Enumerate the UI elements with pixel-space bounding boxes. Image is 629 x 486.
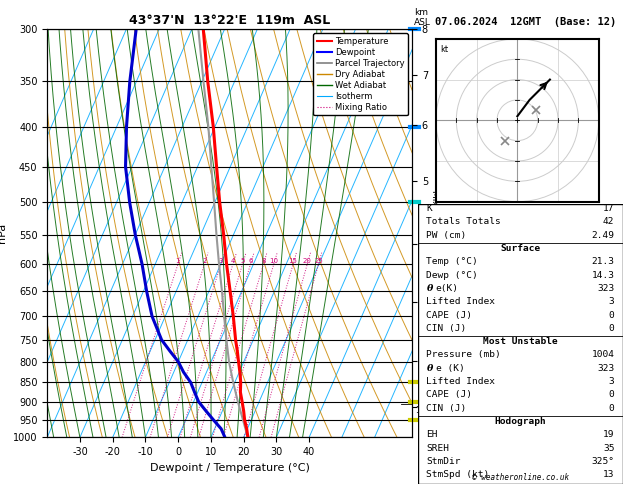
Text: 15: 15 [289,258,298,264]
Text: Temp (°C): Temp (°C) [426,258,478,266]
Text: 8: 8 [261,258,265,264]
Text: EH: EH [426,430,438,439]
Text: 1004: 1004 [591,350,615,360]
Text: 25: 25 [314,258,323,264]
Text: 10: 10 [269,258,278,264]
Text: 21.3: 21.3 [591,258,615,266]
Text: 0: 0 [609,390,615,399]
Text: StmSpd (kt): StmSpd (kt) [426,470,490,479]
FancyBboxPatch shape [418,204,623,484]
Text: CIN (J): CIN (J) [426,324,467,333]
Text: 3: 3 [609,377,615,386]
Text: 0: 0 [609,404,615,413]
Text: Hodograph: Hodograph [494,417,547,426]
Text: 6: 6 [248,258,253,264]
Legend: Temperature, Dewpoint, Parcel Trajectory, Dry Adiabat, Wet Adiabat, Isotherm, Mi: Temperature, Dewpoint, Parcel Trajectory… [313,34,408,116]
Text: 5: 5 [240,258,245,264]
Text: 2: 2 [203,258,206,264]
Text: km
ASL: km ASL [414,8,431,27]
Text: SREH: SREH [426,444,450,452]
Text: 3: 3 [609,297,615,306]
Text: 17: 17 [603,204,615,213]
Text: 14.3: 14.3 [591,271,615,279]
Text: 0: 0 [609,311,615,320]
X-axis label: Dewpoint / Temperature (°C): Dewpoint / Temperature (°C) [150,463,309,473]
Text: K: K [426,204,432,213]
Text: Totals Totals: Totals Totals [426,217,501,226]
Text: θ: θ [426,284,433,293]
Text: θ: θ [426,364,433,373]
Text: 1LCL: 1LCL [416,406,434,415]
Text: 19: 19 [603,430,615,439]
Text: Most Unstable: Most Unstable [483,337,558,346]
Text: 42: 42 [603,217,615,226]
Text: CAPE (J): CAPE (J) [426,390,472,399]
Text: 323: 323 [598,364,615,373]
Text: e(K): e(K) [436,284,459,293]
Text: Pressure (mb): Pressure (mb) [426,350,501,360]
Text: Lifted Index: Lifted Index [426,377,496,386]
Text: 20: 20 [303,258,312,264]
Title: 43°37'N  13°22'E  119m  ASL: 43°37'N 13°22'E 119m ASL [129,14,330,27]
Text: 3: 3 [219,258,223,264]
Text: 35: 35 [603,444,615,452]
Text: 0: 0 [609,324,615,333]
Text: e (K): e (K) [436,364,464,373]
Text: Lifted Index: Lifted Index [426,297,496,306]
Text: StmDir: StmDir [426,457,461,466]
Text: 2.49: 2.49 [591,231,615,240]
Text: PW (cm): PW (cm) [426,231,467,240]
Text: Dewp (°C): Dewp (°C) [426,271,478,279]
Text: © weatheronline.co.uk: © weatheronline.co.uk [472,473,569,482]
Text: 1: 1 [175,258,180,264]
Text: Surface: Surface [501,244,540,253]
Text: 4: 4 [231,258,235,264]
Text: 07.06.2024  12GMT  (Base: 12): 07.06.2024 12GMT (Base: 12) [435,17,616,27]
Y-axis label: Mixing Ratio (g/kg): Mixing Ratio (g/kg) [430,191,439,276]
Y-axis label: hPa: hPa [0,223,8,243]
Text: 325°: 325° [591,457,615,466]
Text: CIN (J): CIN (J) [426,404,467,413]
Text: kt: kt [440,45,448,54]
Text: CAPE (J): CAPE (J) [426,311,472,320]
Text: 13: 13 [603,470,615,479]
Text: 323: 323 [598,284,615,293]
